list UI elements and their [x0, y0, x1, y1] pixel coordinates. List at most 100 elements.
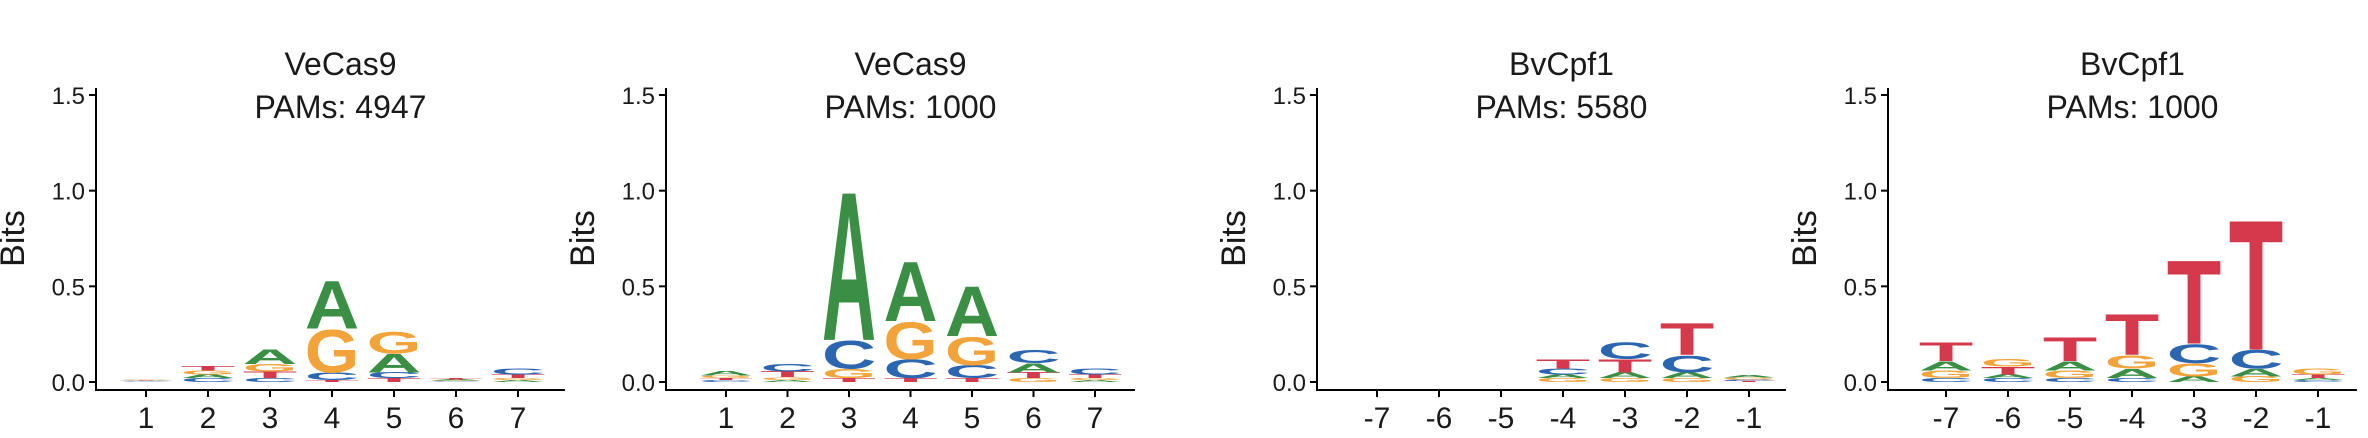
x-tick-label: -4	[1550, 402, 1577, 435]
x-tick-label: -6	[1995, 402, 2022, 435]
x-tick-label: -1	[2305, 402, 2332, 435]
x-tick-label: -7	[1364, 402, 1391, 435]
x-tick-label: -5	[2057, 402, 2084, 435]
logo-letter-G: G	[1006, 377, 1060, 383]
logo-letter-A: A	[883, 243, 937, 338]
x-tick-label: 3	[262, 402, 279, 435]
logo-letter-C: C	[2043, 377, 2098, 383]
logo-letter-G: G	[1981, 357, 2036, 369]
panel-title: VeCas9	[854, 46, 966, 82]
x-tick-label: 7	[510, 402, 527, 435]
x-tick-label: 1	[718, 402, 735, 435]
logo-letter-A: A	[1006, 361, 1060, 376]
x-tick-label: 6	[448, 402, 465, 435]
logo-letter-T: T	[305, 380, 360, 383]
y-tick-label: 1.0	[1844, 179, 1877, 206]
logo-letter-A: A	[2291, 378, 2346, 381]
logo-letter-G: G	[822, 366, 876, 381]
logo-letter-A: A	[2105, 366, 2160, 381]
logo-letter-A: A	[1981, 374, 2036, 380]
logo-letter-T: T	[1919, 337, 1974, 367]
panel-title: VeCas9	[284, 46, 396, 82]
panel-title: BvCpf1	[1509, 46, 1614, 82]
logo-letter-T: T	[2229, 181, 2284, 389]
x-tick-label: 5	[964, 402, 981, 435]
logo-letter-A: A	[119, 380, 174, 381]
logo-letter-T: T	[119, 380, 174, 381]
logo-letter-A: A	[305, 266, 360, 343]
logo-letter-C: C	[181, 377, 236, 383]
logo-letter-C: C	[1660, 351, 1715, 378]
logo-letter-T: T	[1981, 365, 2036, 377]
x-tick-label: -3	[1612, 402, 1639, 435]
logo-letter-C: C	[760, 362, 814, 374]
logo-letter-T: T	[1536, 357, 1591, 372]
x-tick-label: -4	[2119, 402, 2146, 435]
logo-letter-G: G	[760, 377, 814, 381]
logo-letter-A: A	[1536, 374, 1591, 380]
logo-letter-G: G	[2229, 375, 2284, 384]
y-tick-label: 1.5	[52, 83, 85, 110]
logo-letter-G: G	[1536, 377, 1591, 383]
logo-letter-C: C	[429, 381, 484, 382]
x-tick-label: 5	[386, 402, 403, 435]
logo-letter-G: G	[883, 312, 937, 371]
x-tick-label: 1	[138, 402, 155, 435]
logo-letter-G: G	[2167, 360, 2222, 381]
logo-letter-A: A	[699, 369, 753, 376]
x-tick-label: 4	[902, 402, 919, 435]
y-tick-label: 0.5	[1273, 274, 1306, 301]
logo-letter-T: T	[1068, 373, 1122, 379]
y-axis-label: Bits	[1215, 210, 1253, 267]
logo-letter-A: A	[1598, 371, 1653, 380]
x-tick-label: -1	[1736, 402, 1763, 435]
logo-panel-3: BvCpf1 PAMs: 5580 Bits 0.0 0.5 1.0 1.5 -7 -6 -5 -4…	[1215, 46, 1786, 435]
logo-letter-C: C	[243, 377, 298, 383]
y-tick-label: 0.0	[52, 370, 85, 397]
y-tick-label: 1.0	[52, 179, 85, 206]
logo-letter-G: G	[305, 317, 360, 386]
logo-letter-G: G	[1598, 377, 1653, 383]
panel-title: BvCpf1	[2080, 46, 2185, 82]
logo-letter-C: C	[883, 354, 937, 384]
logo-letter-A: A	[760, 380, 814, 383]
logo-letter-G: G	[1068, 378, 1122, 381]
logo-letter-C: C	[1598, 337, 1653, 364]
logo-letter-T: T	[822, 377, 876, 383]
logo-letter-C: C	[1919, 377, 1974, 383]
x-tick-label: 7	[1087, 402, 1104, 435]
logo-letter-T: T	[883, 377, 937, 383]
logo-letter-A: A	[2043, 359, 2098, 374]
logo-letter-T: T	[760, 370, 814, 379]
logo-letter-G: G	[2043, 369, 2098, 381]
y-tick-label: 0.0	[1844, 370, 1877, 397]
y-axis-label: Bits	[0, 210, 32, 267]
logo-letter-A: A	[822, 148, 876, 385]
logo-letter-G: G	[243, 362, 298, 374]
logo-letter-G: G	[945, 330, 999, 374]
logo-letter-A: A	[367, 349, 422, 379]
logo-letter-T: T	[243, 370, 298, 380]
logo-letter-A: A	[491, 380, 546, 383]
x-tick-label: -2	[1674, 402, 1701, 435]
y-tick-label: 1.5	[1273, 83, 1306, 110]
y-axis-label: Bits	[564, 210, 602, 267]
x-tick-label: -2	[2243, 402, 2270, 435]
logo-letter-C: C	[1536, 367, 1591, 376]
x-tick-label: -3	[2181, 402, 2208, 435]
logo-letter-G: G	[2105, 352, 2160, 373]
logo-letter-A: A	[243, 345, 298, 369]
logo-letter-T: T	[2167, 236, 2222, 370]
logo-panel-1: VeCas9 PAMs: 4947 Bits 0.0 0.5 1.0 1.5 1 2 3 4 5 6 7 C…	[0, 46, 565, 435]
logo-letter-G: G	[1722, 377, 1777, 380]
x-tick-label: -5	[1488, 402, 1515, 435]
logo-letter-T: T	[181, 365, 236, 372]
logo-letter-T: T	[429, 378, 484, 379]
logo-panel-2: VeCas9 PAMs: 1000 Bits 0.0 0.5 1.0 1.5 1 2 3 4 5 6 7 C…	[564, 46, 1135, 435]
logo-letter-T: T	[1006, 371, 1060, 380]
x-tick-label: 2	[200, 402, 217, 435]
logo-letter-G: G	[491, 378, 546, 381]
logo-letter-C: C	[2229, 345, 2284, 375]
logo-letter-C: C	[491, 367, 546, 376]
logo-letter-C: C	[699, 380, 753, 383]
